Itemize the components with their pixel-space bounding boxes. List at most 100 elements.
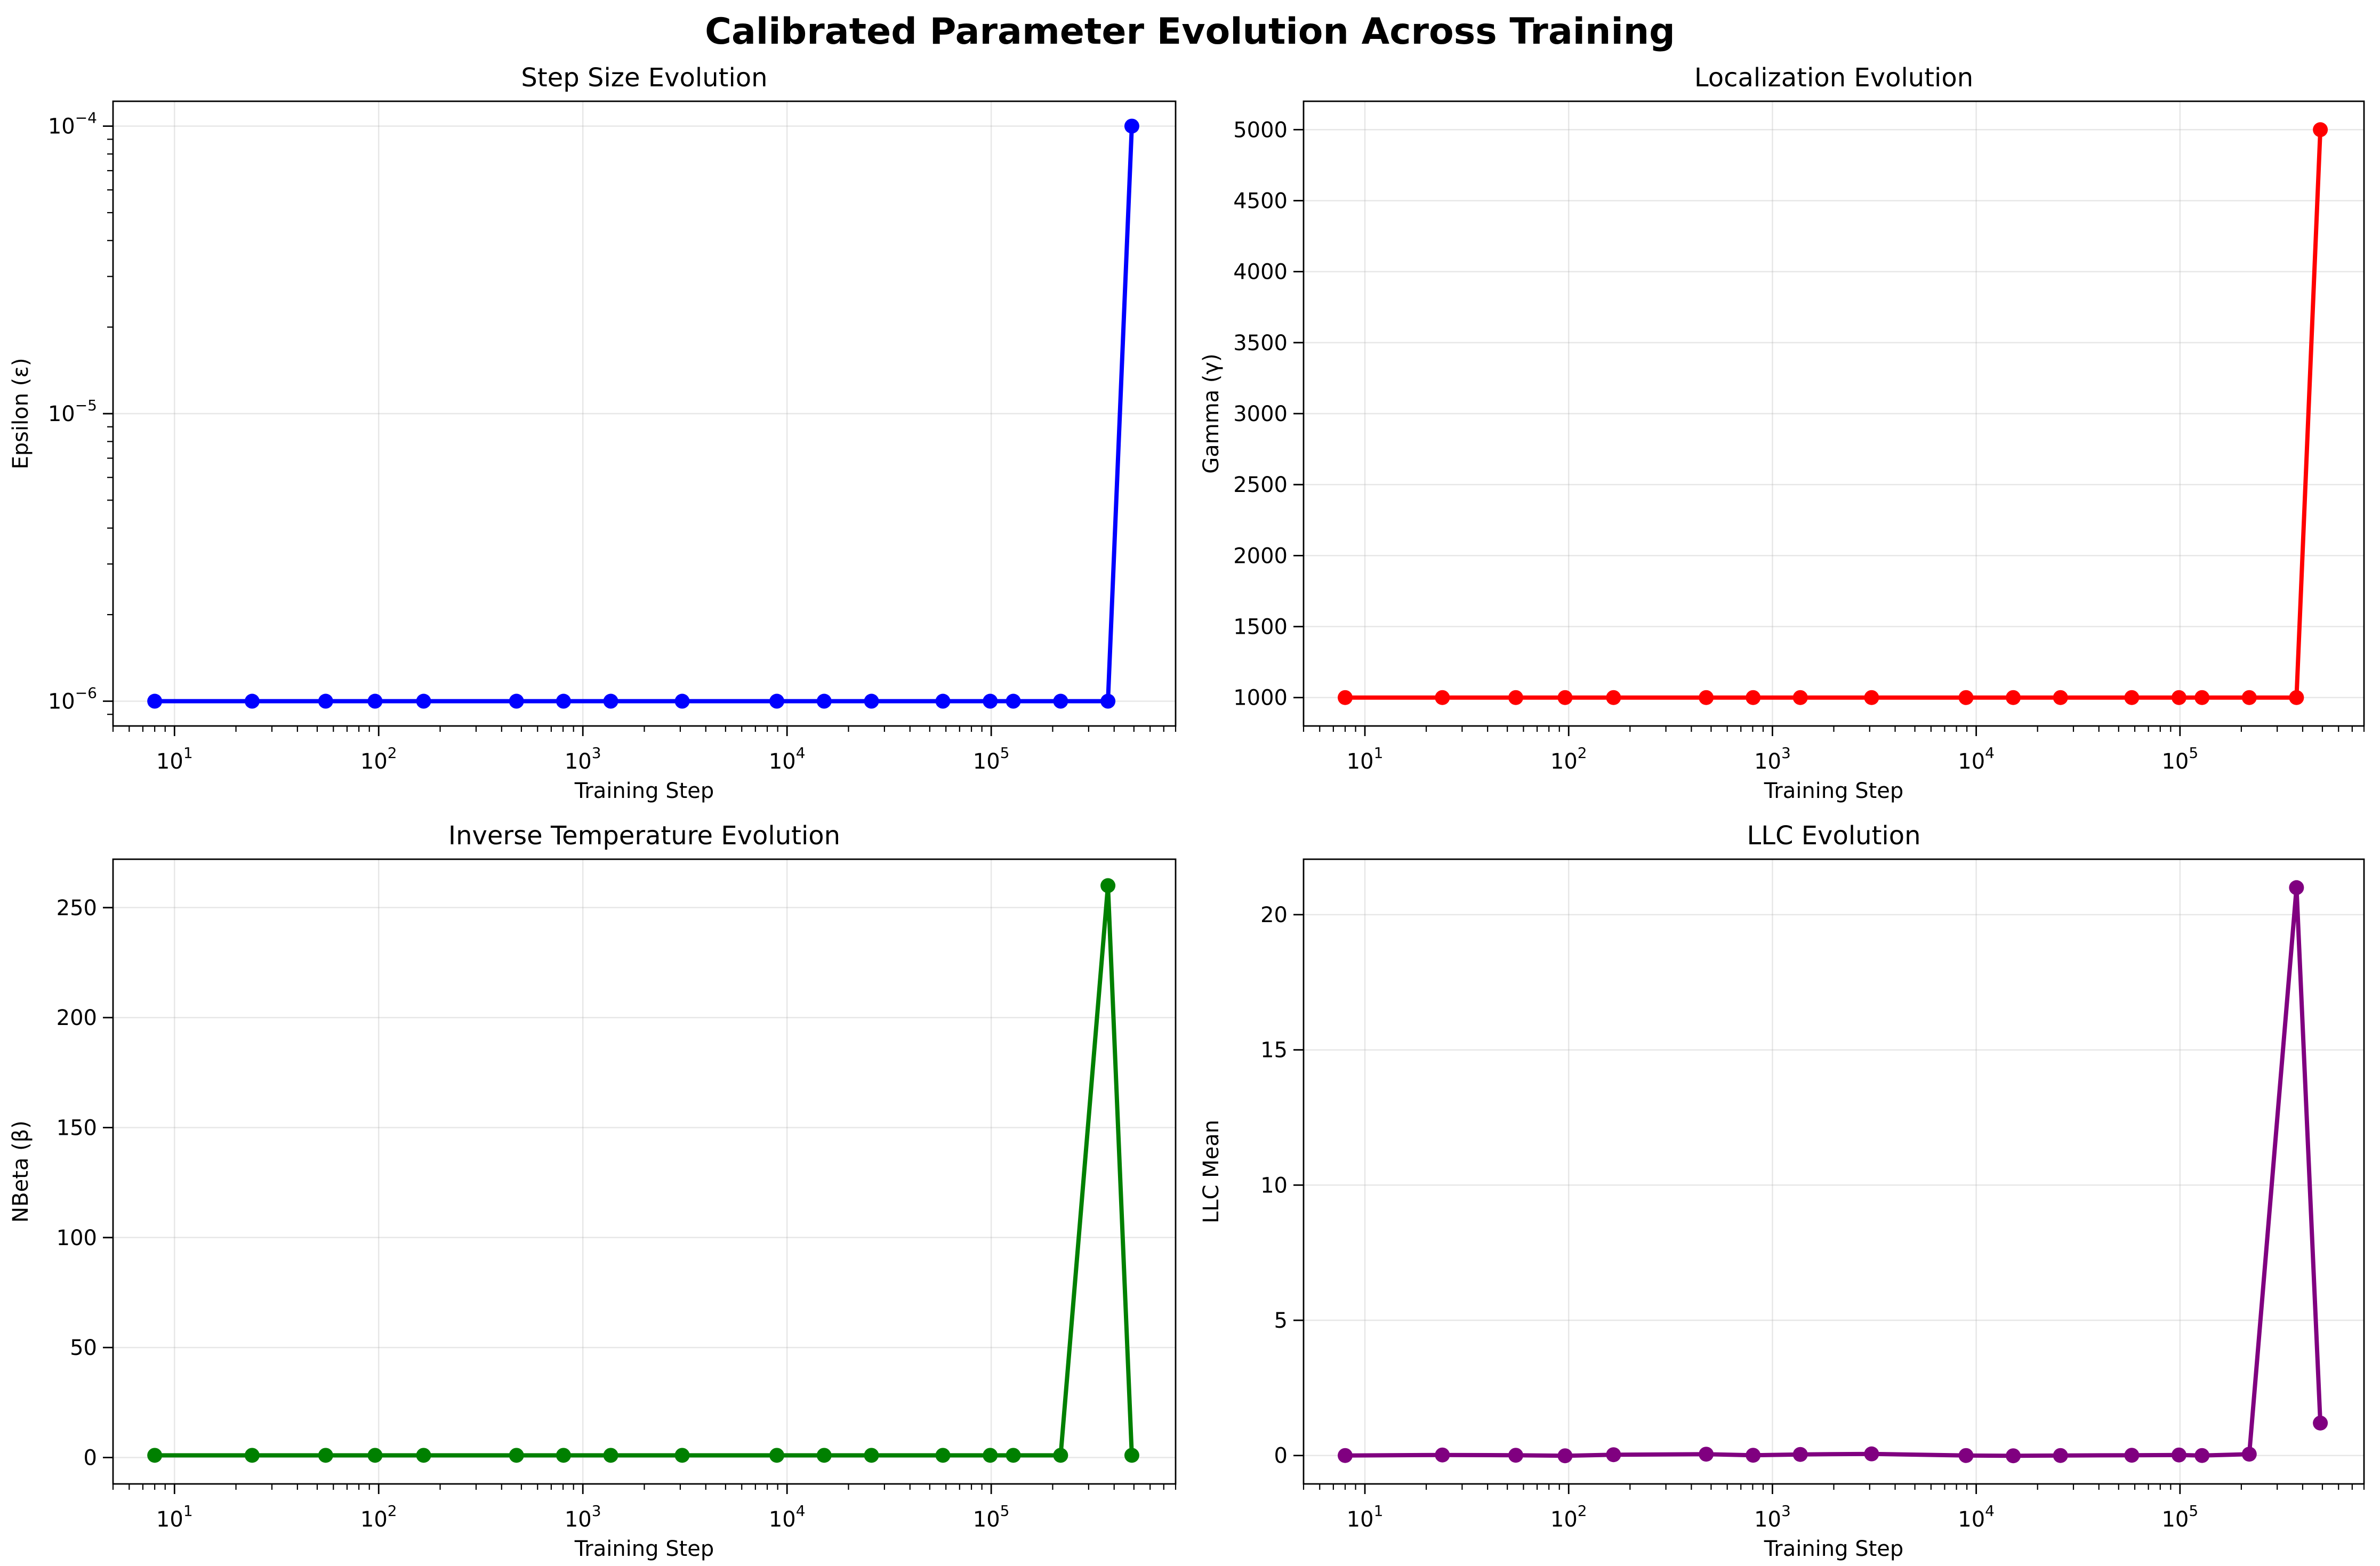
- data-point: [1435, 690, 1450, 705]
- data-point: [1338, 690, 1353, 705]
- x-tick-label: 103: [565, 1502, 601, 1532]
- data-point: [2313, 1415, 2328, 1431]
- data-point: [244, 1448, 260, 1463]
- data-point: [1746, 1448, 1761, 1463]
- tick-exponent: 4: [1985, 744, 1995, 762]
- x-tick-label: 104: [769, 744, 806, 774]
- x-tick-label: 102: [360, 744, 397, 774]
- y-tick-label: 250: [57, 896, 97, 921]
- y-tick-label: 3500: [1233, 331, 1288, 356]
- figure-title: Calibrated Parameter Evolution Across Tr…: [705, 11, 1675, 53]
- data-point: [769, 1448, 785, 1463]
- tick-base: 10: [565, 749, 592, 774]
- tick-exponent: 3: [592, 1502, 601, 1520]
- series-line: [1345, 885, 2323, 1458]
- data-point: [603, 1448, 618, 1463]
- tick-base: 10: [1958, 1507, 1985, 1532]
- y-tick-label: 10−5: [48, 397, 97, 426]
- data-point: [983, 693, 998, 709]
- y-tick-label: 100: [57, 1226, 97, 1250]
- data-point: [1100, 878, 1116, 893]
- tick-exponent: −5: [75, 397, 97, 414]
- data-point: [147, 1448, 163, 1463]
- subplot-title: Inverse Temperature Evolution: [448, 821, 840, 851]
- tick-base: 10: [48, 402, 75, 426]
- tick-exponent: 5: [1000, 744, 1010, 762]
- tick-exponent: 1: [1374, 744, 1384, 762]
- tick-exponent: 2: [1578, 744, 1587, 762]
- tick-base: 10: [156, 749, 183, 774]
- tick-exponent: 4: [796, 1502, 806, 1520]
- x-tick-label: 104: [1958, 1502, 1995, 1532]
- y-tick-label: 5000: [1233, 118, 1288, 142]
- data-point: [2006, 690, 2021, 705]
- data-point: [1053, 693, 1068, 709]
- data-point: [674, 1448, 690, 1463]
- y-tick-label: 15: [1260, 1038, 1288, 1063]
- data-point: [1006, 693, 1021, 709]
- x-tick-label: 105: [2161, 744, 2198, 774]
- data-point: [935, 693, 951, 709]
- data-point: [2006, 1448, 2021, 1464]
- x-tick-label: 102: [1550, 1502, 1587, 1532]
- x-tick-label: 105: [973, 1502, 1010, 1532]
- y-tick-label: 10−6: [48, 684, 97, 714]
- data-point: [769, 693, 785, 709]
- tick-exponent: 3: [1781, 744, 1791, 762]
- y-tick-label: 5: [1274, 1309, 1288, 1333]
- x-tick-label: 105: [2161, 1502, 2198, 1532]
- data-point: [556, 693, 571, 709]
- data-point: [1699, 690, 1714, 705]
- data-point: [509, 1448, 524, 1463]
- x-tick-label: 102: [1550, 744, 1587, 774]
- data-point: [1864, 1446, 1879, 1462]
- x-tick-label: 104: [769, 1502, 806, 1532]
- data-point: [1792, 690, 1808, 705]
- series-line: [155, 883, 1134, 1458]
- tick-exponent: 1: [183, 1502, 193, 1520]
- subplot-title: Step Size Evolution: [521, 63, 767, 93]
- data-point: [1053, 1448, 1068, 1463]
- y-tick-label: 10−4: [48, 109, 97, 139]
- y-axis-label: NBeta (β): [9, 1120, 33, 1223]
- x-tick-label: 104: [1958, 744, 1995, 774]
- tick-exponent: 2: [388, 1502, 397, 1520]
- tick-exponent: 5: [2189, 744, 2198, 762]
- data-point: [1746, 690, 1761, 705]
- x-axis-label: Training Step: [1764, 779, 1904, 803]
- data-point: [2313, 122, 2328, 138]
- tick-base: 10: [2161, 749, 2189, 774]
- data-point: [1958, 690, 1974, 705]
- data-point: [1508, 1448, 1524, 1463]
- y-tick-label: 200: [57, 1006, 97, 1030]
- y-tick-label: 4000: [1233, 260, 1288, 285]
- tick-exponent: −6: [75, 684, 97, 702]
- data-point: [1864, 690, 1879, 705]
- data-point: [416, 693, 431, 709]
- tick-base: 10: [360, 1507, 388, 1532]
- x-tick-label: 101: [156, 1502, 193, 1532]
- data-point: [1100, 693, 1116, 709]
- data-point: [318, 693, 333, 709]
- data-point: [816, 693, 832, 709]
- y-tick-label: 150: [57, 1116, 97, 1140]
- data-point: [983, 1448, 998, 1463]
- tick-base: 10: [48, 690, 75, 714]
- x-tick-label: 101: [1347, 744, 1384, 774]
- tick-base: 10: [1754, 1507, 1781, 1532]
- tick-base: 10: [1347, 1507, 1374, 1532]
- tick-base: 10: [156, 1507, 183, 1532]
- data-point: [416, 1448, 431, 1463]
- tick-base: 10: [48, 115, 75, 139]
- tick-base: 10: [769, 749, 796, 774]
- tick-base: 10: [973, 749, 1000, 774]
- y-axis-label: LLC Mean: [1199, 1120, 1224, 1223]
- axes-frame: [112, 100, 1177, 727]
- x-tick-label: 105: [973, 744, 1010, 774]
- data-point: [2241, 1447, 2257, 1462]
- y-tick-label: 0: [1274, 1444, 1288, 1468]
- data-point: [2194, 1448, 2210, 1463]
- data-point: [2171, 1447, 2186, 1463]
- x-axis-label: Training Step: [1764, 1537, 1904, 1561]
